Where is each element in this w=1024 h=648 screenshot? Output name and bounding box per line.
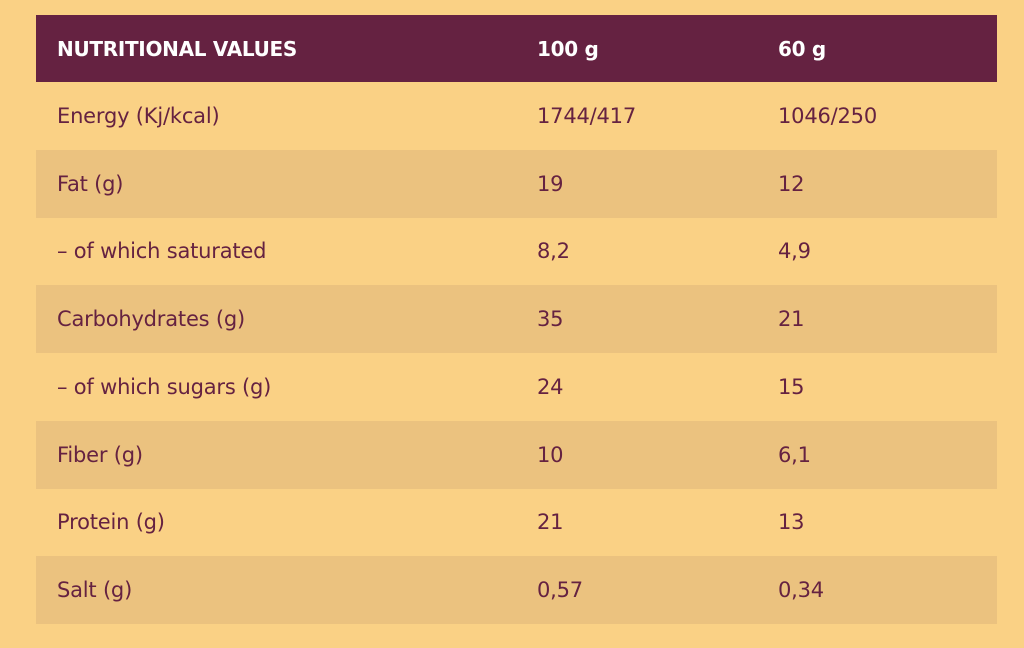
value-60g: 4,9 — [778, 239, 811, 264]
value-60g: 0,34 — [778, 578, 824, 603]
value-100g: 24 — [537, 374, 564, 399]
value-100g: 21 — [537, 510, 564, 535]
nutrient-label: Salt (g) — [57, 578, 133, 603]
table-row: Fiber (g) 10 6,1 — [36, 420, 997, 489]
nutrient-label: Energy (Kj/kcal) — [57, 103, 220, 128]
table-row: Carbohydrates (g) 35 21 — [36, 285, 997, 353]
table-row: – of which saturated 8,2 4,9 — [36, 218, 997, 286]
table-row: Protein (g) 21 13 — [36, 489, 997, 557]
header-nutritional-values: NUTRITIONAL VALUES — [57, 36, 298, 61]
table-header-row: NUTRITIONAL VALUES 100 g 60 g — [36, 15, 997, 82]
header-per-100g: 100 g — [537, 36, 599, 61]
value-100g: 35 — [537, 307, 564, 332]
value-60g: 12 — [778, 171, 805, 196]
nutrient-label: Fat (g) — [57, 171, 124, 196]
nutrient-label: Protein (g) — [57, 510, 165, 535]
value-60g: 21 — [778, 307, 805, 332]
nutrient-label: Fiber (g) — [57, 442, 143, 467]
value-100g: 10 — [537, 442, 564, 467]
value-60g: 1046/250 — [778, 103, 878, 128]
nutrient-label: – of which sugars (g) — [57, 374, 272, 399]
value-100g: 1744/417 — [537, 103, 637, 128]
nutrition-table: NUTRITIONAL VALUES 100 g 60 g Energy (Kj… — [36, 15, 997, 624]
value-60g: 15 — [778, 374, 805, 399]
nutrient-label: Carbohydrates (g) — [57, 307, 245, 332]
value-100g: 0,57 — [537, 578, 583, 603]
table-row: – of which sugars (g) 24 15 — [36, 353, 997, 421]
value-60g: 6,1 — [778, 442, 811, 467]
value-60g: 13 — [778, 510, 805, 535]
value-100g: 19 — [537, 171, 564, 196]
value-100g: 8,2 — [537, 239, 570, 264]
nutrient-label: – of which saturated — [57, 239, 267, 264]
header-per-60g: 60 g — [778, 36, 826, 61]
table-row: Fat (g) 19 12 — [36, 149, 997, 218]
table-row: Energy (Kj/kcal) 1744/417 1046/250 — [36, 82, 997, 150]
table-row: Salt (g) 0,57 0,34 — [36, 556, 997, 624]
